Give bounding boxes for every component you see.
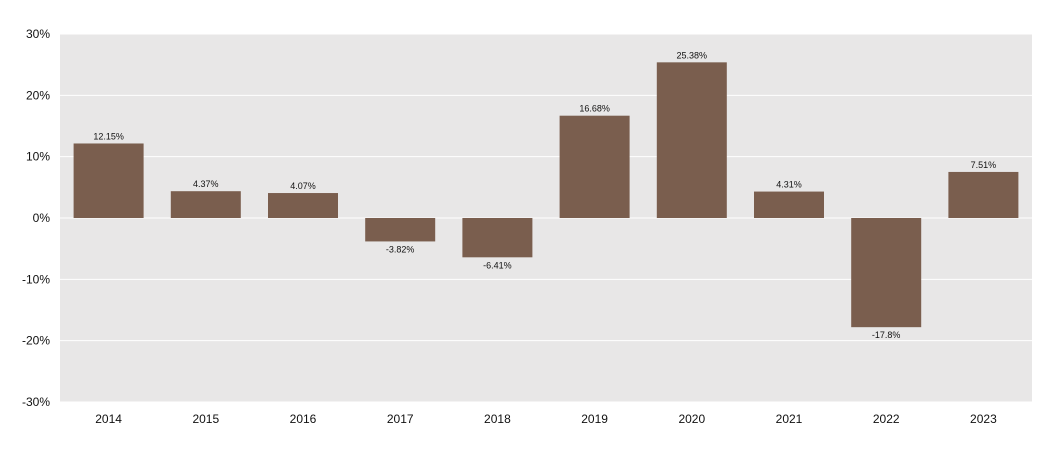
y-tick-label: 30% <box>26 27 50 41</box>
data-label-2018: -6.41% <box>483 260 512 270</box>
x-tick-label-2019: 2019 <box>581 412 608 426</box>
x-tick-label-2015: 2015 <box>192 412 219 426</box>
bar-2015 <box>170 191 241 218</box>
y-tick-label: 10% <box>26 150 50 164</box>
bar-2019 <box>559 115 630 218</box>
x-tick-label-2023: 2023 <box>970 412 997 426</box>
bar-2020 <box>656 62 727 218</box>
bar-2016 <box>268 193 338 218</box>
bar-2017 <box>365 218 436 242</box>
x-tick-label-2022: 2022 <box>873 412 900 426</box>
x-axis-tick-labels: 2014 2015 2016 2017 2018 2019 2020 2021 2022 2023 <box>95 412 997 426</box>
data-label-2015: 4.37% <box>193 179 219 189</box>
data-label-2017: -3.82% <box>386 244 415 254</box>
bar-2022 <box>851 218 922 328</box>
data-label-2019: 16.68% <box>579 104 610 114</box>
data-label-2014: 12.15% <box>93 131 124 141</box>
y-tick-label: 20% <box>26 88 50 102</box>
bar-2023 <box>948 171 1019 218</box>
x-tick-label-2018: 2018 <box>484 412 511 426</box>
data-label-2016: 4.07% <box>290 181 316 191</box>
bar-2021 <box>754 191 824 218</box>
x-tick-label-2014: 2014 <box>95 412 122 426</box>
data-labels: 12.15% 4.37% 4.07% -3.82% -6.41% 16.68% 25.38%… <box>93 50 996 340</box>
bar-2018 <box>462 218 533 258</box>
bars <box>73 62 1019 328</box>
x-tick-label-2020: 2020 <box>678 412 705 426</box>
x-tick-label-2017: 2017 <box>387 412 414 426</box>
y-tick-label: -20% <box>22 334 50 348</box>
bar-2014 <box>73 143 144 218</box>
data-label-2023: 7.51% <box>971 160 997 170</box>
data-label-2021: 4.31% <box>776 180 802 190</box>
x-tick-label-2016: 2016 <box>290 412 317 426</box>
x-tick-label-2021: 2021 <box>776 412 803 426</box>
data-label-2022: -17.8% <box>872 330 901 340</box>
y-tick-label: -10% <box>22 272 50 286</box>
y-tick-label: -30% <box>22 395 50 409</box>
y-axis-tick-labels: 30% 20% 10% 0% -10% -20% -30% <box>22 27 50 409</box>
data-label-2020: 25.38% <box>677 50 708 60</box>
y-tick-label: 0% <box>33 211 51 225</box>
